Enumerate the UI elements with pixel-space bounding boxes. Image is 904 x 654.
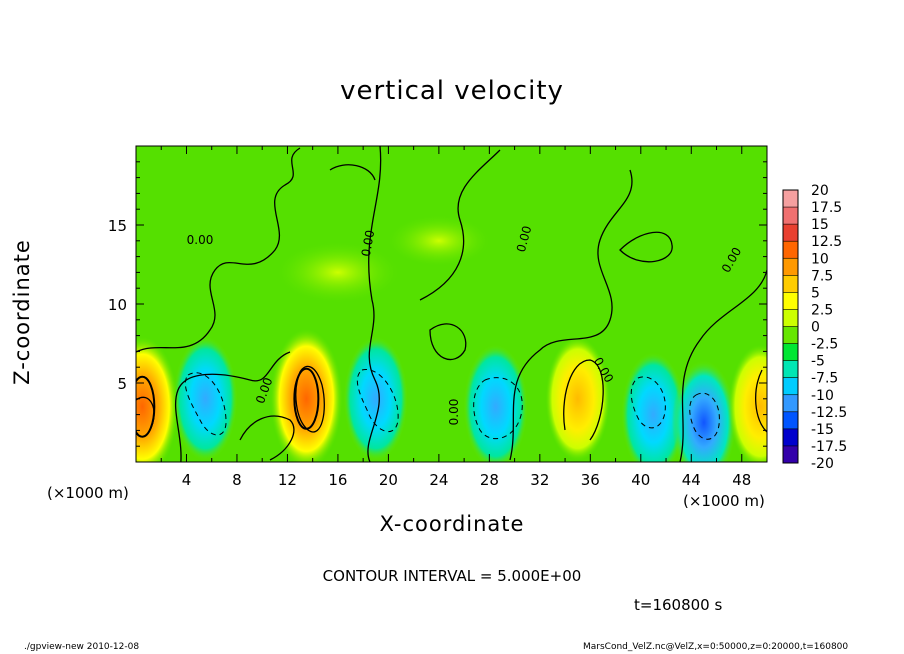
colorbar-label: 15 [811, 217, 829, 233]
contour-interval: CONTOUR INTERVAL = 5.000E+00 [322, 567, 582, 585]
contour-line [174, 351, 291, 462]
contour-line [329, 164, 376, 181]
colorbar-label: 10 [811, 251, 829, 267]
colorbar-label: -15 [811, 422, 834, 438]
colorbar-label: 0 [811, 320, 820, 336]
contour-label: 0.00 [514, 224, 534, 253]
x-tick-label: 32 [530, 471, 549, 489]
contour-lines [136, 146, 767, 462]
colorbar-label: -7.5 [811, 371, 838, 387]
y-tick-label: 10 [108, 296, 127, 314]
x-tick-label: 44 [682, 471, 701, 489]
colorbar-swatch [783, 360, 798, 379]
colorbar-swatch [783, 445, 798, 464]
colorbar-swatch [783, 411, 798, 430]
negative-contour-lines [184, 369, 720, 440]
field-feature [463, 344, 528, 462]
contour-line [367, 146, 382, 462]
colorbar-swatch [783, 190, 798, 208]
x-tick-label: 12 [278, 471, 297, 489]
peak-contour [136, 375, 156, 438]
contour-line [295, 365, 325, 433]
dashed-contour-line [473, 377, 523, 440]
colorbar-label: 17.5 [811, 200, 842, 216]
time-label: t=160800 s [634, 596, 723, 614]
colorbar-swatch [783, 241, 798, 259]
contour-line [509, 169, 633, 461]
contour-line [136, 147, 301, 353]
peak-contour [293, 367, 320, 430]
dashed-contour-line [630, 376, 666, 429]
colorbar-label: 2.5 [811, 302, 833, 318]
dashed-contour-line [184, 372, 227, 436]
plot-area: 0.00 0.000.000.000.000.000.00 [135, 145, 768, 463]
colorbar-label: -17.5 [811, 439, 847, 455]
field-feature [545, 336, 610, 461]
x-tick-label: 24 [429, 471, 448, 489]
colorbar-label: -2.5 [811, 337, 838, 353]
colorbar-swatch [783, 258, 798, 276]
field-feature [136, 336, 179, 462]
field-feature [728, 344, 767, 462]
field-blob [388, 215, 489, 266]
x-unit-left: (×1000 m) [47, 484, 129, 502]
x-tick-label: 28 [480, 471, 499, 489]
colorbar-swatch [783, 326, 798, 345]
x-tick-label: 48 [732, 471, 751, 489]
colorbar-swatch [783, 309, 798, 327]
colorbar-label: -12.5 [811, 405, 847, 421]
field-feature [270, 328, 343, 462]
colorbar-label: 7.5 [811, 268, 833, 284]
contour-line [419, 149, 501, 301]
colorbar-swatch [783, 377, 798, 396]
dashed-contour-line [689, 392, 720, 440]
colorbar-label: -20 [811, 456, 834, 472]
y-axis-label: Z-coordinate [10, 239, 34, 385]
velocity-field [136, 215, 767, 462]
contour-label: 0.00 [447, 399, 461, 426]
field-feature [173, 336, 238, 461]
contour-line [429, 323, 467, 361]
contour-line [679, 269, 767, 462]
colorbar-swatch [783, 224, 798, 242]
field-feature [621, 352, 686, 462]
contour-label: 0.00 [359, 229, 377, 258]
y-tick-label: 5 [117, 375, 127, 393]
contour-label: 0.00 [187, 233, 214, 247]
x-tick-label: 20 [379, 471, 398, 489]
colorbar-label: -5 [811, 354, 825, 370]
contour-line [619, 231, 673, 263]
field-blob [277, 242, 398, 303]
colorbar-label: 12.5 [811, 234, 842, 250]
x-unit-right: (×1000 m) [683, 492, 765, 510]
footer-left: ./gpview-new 2010-12-08 [24, 642, 140, 652]
colorbar-swatch [783, 207, 798, 225]
dashed-contour-line [356, 369, 399, 433]
contour-line [755, 369, 767, 433]
colorbar-swatch [783, 343, 798, 362]
colorbar-swatch [783, 292, 798, 310]
colorbar-swatch [783, 275, 798, 293]
x-axis-label: X-coordinate [379, 512, 525, 536]
x-tick-label: 36 [581, 471, 600, 489]
contour-line [239, 415, 295, 461]
colorbar-swatch [783, 394, 798, 413]
chart-title: vertical velocity [340, 76, 564, 106]
field-feature [671, 360, 736, 462]
colorbar-label: -10 [811, 388, 834, 404]
colorbar-label: 5 [811, 285, 820, 301]
contour-line [563, 359, 604, 441]
x-tick-label: 16 [328, 471, 347, 489]
colorbar-label: 20 [811, 183, 829, 199]
x-tick-label: 40 [631, 471, 650, 489]
field-feature [343, 336, 408, 461]
colorbar-swatch [783, 428, 798, 447]
x-tick-label: 4 [182, 471, 192, 489]
x-tick-label: 8 [232, 471, 242, 489]
y-tick-label: 15 [108, 217, 127, 235]
footer-right: MarsCond_VelZ.nc@VelZ,x=0:50000,z=0:2000… [583, 642, 849, 652]
